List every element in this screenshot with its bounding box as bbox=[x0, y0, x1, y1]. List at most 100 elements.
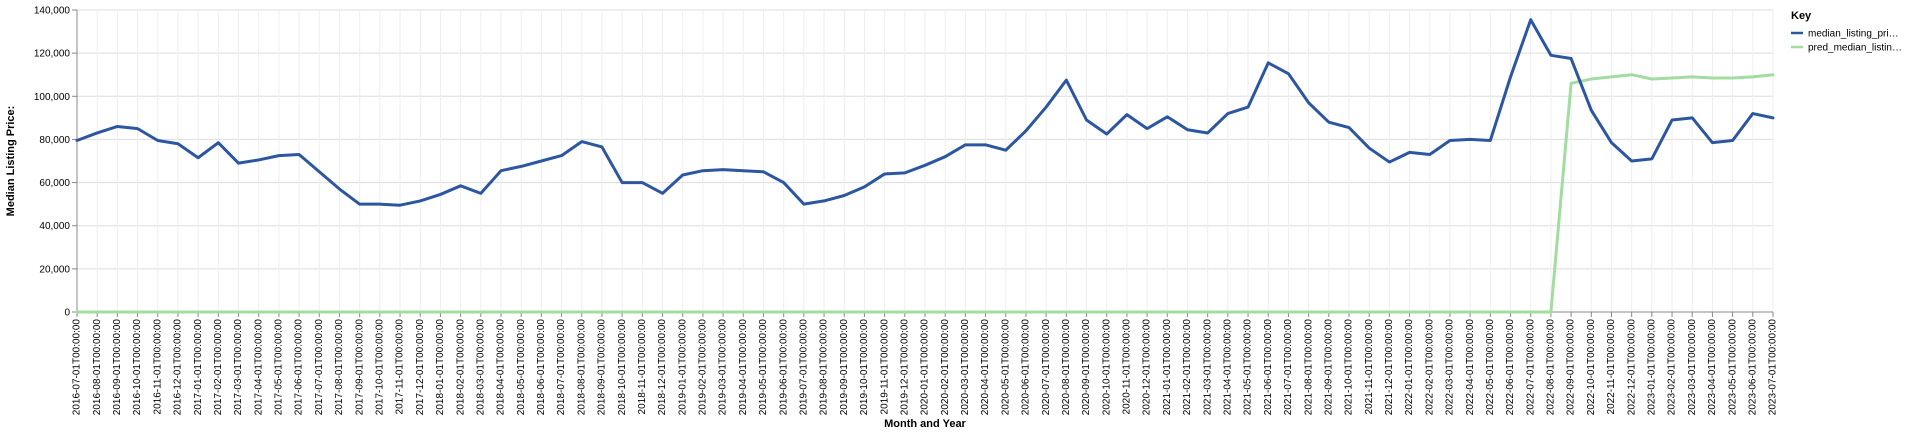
x-tick-label: 2017-11-01T00:00:00 bbox=[395, 319, 406, 415]
x-tick-label: 2022-03-01T00:00:00 bbox=[1445, 319, 1456, 416]
x-tick-label: 2018-11-01T00:00:00 bbox=[637, 319, 648, 415]
x-tick-label: 2017-04-01T00:00:00 bbox=[253, 319, 264, 416]
x-tick-label: 2016-09-01T00:00:00 bbox=[112, 319, 123, 416]
legend-title: Key bbox=[1791, 10, 1812, 22]
x-tick-label: 2023-03-01T00:00:00 bbox=[1687, 319, 1698, 416]
series-line bbox=[75, 73, 1775, 314]
x-tick-label: 2018-05-01T00:00:00 bbox=[516, 319, 527, 416]
x-tick-label: 2023-02-01T00:00:00 bbox=[1667, 319, 1678, 416]
x-tick-label: 2020-10-01T00:00:00 bbox=[1101, 319, 1112, 416]
x-tick-label: 2021-07-01T00:00:00 bbox=[1283, 319, 1294, 416]
x-tick-label: 2022-10-01T00:00:00 bbox=[1586, 319, 1597, 416]
x-tick-label: 2018-06-01T00:00:00 bbox=[536, 319, 547, 416]
x-tick-label: 2022-02-01T00:00:00 bbox=[1424, 319, 1435, 416]
x-tick-label: 2021-01-01T00:00:00 bbox=[1162, 319, 1173, 416]
x-tick-label: 2018-08-01T00:00:00 bbox=[576, 319, 587, 416]
x-tick-label: 2016-08-01T00:00:00 bbox=[92, 319, 103, 416]
x-tick-label: 2023-05-01T00:00:00 bbox=[1727, 319, 1738, 416]
y-tick-label: 80,000 bbox=[39, 135, 70, 146]
x-tick-label: 2021-02-01T00:00:00 bbox=[1182, 319, 1193, 416]
x-tick-label: 2022-04-01T00:00:00 bbox=[1465, 319, 1476, 416]
x-tick-label: 2020-07-01T00:00:00 bbox=[1041, 319, 1052, 416]
x-tick-label: 2020-08-01T00:00:00 bbox=[1061, 319, 1072, 416]
x-tick-label: 2019-03-01T00:00:00 bbox=[718, 319, 729, 416]
x-tick-label: 2020-02-01T00:00:00 bbox=[940, 319, 951, 416]
x-tick-label: 2019-11-01T00:00:00 bbox=[879, 319, 890, 415]
series-lines bbox=[75, 18, 1775, 314]
x-tick-label: 2021-08-01T00:00:00 bbox=[1303, 319, 1314, 416]
x-tick-label: 2021-09-01T00:00:00 bbox=[1323, 319, 1334, 416]
x-tick-label: 2016-10-01T00:00:00 bbox=[132, 319, 143, 416]
x-tick-label: 2016-12-01T00:00:00 bbox=[173, 319, 184, 416]
x-tick-label: 2018-12-01T00:00:00 bbox=[657, 319, 668, 416]
y-tick-label: 60,000 bbox=[39, 178, 70, 189]
y-axis-title: Median Listing Price: bbox=[5, 106, 17, 217]
x-tick-label: 2021-03-01T00:00:00 bbox=[1202, 319, 1213, 416]
legend-label: pred_median_listin… bbox=[1808, 43, 1902, 54]
x-tick-label: 2021-10-01T00:00:00 bbox=[1344, 319, 1355, 416]
x-tick-label: 2023-04-01T00:00:00 bbox=[1707, 319, 1718, 416]
x-tick-label: 2017-09-01T00:00:00 bbox=[354, 319, 365, 416]
x-tick-label: 2020-06-01T00:00:00 bbox=[1021, 319, 1032, 416]
x-axis-title: Month and Year bbox=[884, 418, 966, 430]
y-tick-label: 100,000 bbox=[34, 92, 71, 103]
y-tick-label: 120,000 bbox=[34, 49, 71, 60]
x-tick-label: 2017-01-01T00:00:00 bbox=[193, 319, 204, 416]
x-tick-label: 2016-07-01T00:00:00 bbox=[72, 319, 83, 416]
x-tick-label: 2017-08-01T00:00:00 bbox=[334, 319, 345, 416]
x-tick-label: 2019-01-01T00:00:00 bbox=[677, 319, 688, 416]
x-tick-label: 2019-10-01T00:00:00 bbox=[859, 319, 870, 416]
x-tick-label: 2018-10-01T00:00:00 bbox=[617, 319, 628, 416]
gridlines bbox=[76, 9, 1774, 313]
x-tick-label: 2022-05-01T00:00:00 bbox=[1485, 319, 1496, 416]
x-tick-label: 2020-03-01T00:00:00 bbox=[960, 319, 971, 416]
x-tick-label: 2020-01-01T00:00:00 bbox=[920, 319, 931, 416]
x-tick-label: 2022-06-01T00:00:00 bbox=[1505, 319, 1516, 416]
x-tick-label: 2019-08-01T00:00:00 bbox=[819, 319, 830, 416]
x-tick-label: 2020-05-01T00:00:00 bbox=[1000, 319, 1011, 416]
x-tick-label: 2022-11-01T00:00:00 bbox=[1606, 319, 1617, 415]
x-tick-label: 2020-04-01T00:00:00 bbox=[980, 319, 991, 416]
legend-label: median_listing_pri… bbox=[1808, 29, 1899, 40]
x-tick-label: 2023-06-01T00:00:00 bbox=[1747, 319, 1758, 416]
x-tick-label: 2019-06-01T00:00:00 bbox=[778, 319, 789, 416]
x-tick-label: 2019-02-01T00:00:00 bbox=[698, 319, 709, 416]
x-tick-label: 2022-07-01T00:00:00 bbox=[1525, 319, 1536, 416]
x-tick-label: 2023-07-01T00:00:00 bbox=[1768, 319, 1779, 416]
x-tick-label: 2019-04-01T00:00:00 bbox=[738, 319, 749, 416]
x-tick-label: 2019-07-01T00:00:00 bbox=[798, 319, 809, 416]
x-tick-label: 2017-07-01T00:00:00 bbox=[314, 319, 325, 416]
x-tick-label: 2021-04-01T00:00:00 bbox=[1222, 319, 1233, 416]
series-line bbox=[75, 18, 1775, 207]
x-tick-label: 2021-06-01T00:00:00 bbox=[1263, 319, 1274, 416]
x-tick-label: 2018-09-01T00:00:00 bbox=[597, 319, 608, 416]
x-tick-label: 2022-12-01T00:00:00 bbox=[1626, 319, 1637, 416]
x-tick-label: 2017-10-01T00:00:00 bbox=[374, 319, 385, 416]
legend: Key median_listing_pri… pred_median_listi… bbox=[1791, 10, 1902, 54]
x-tick-label: 2017-06-01T00:00:00 bbox=[294, 319, 305, 416]
x-axis-ticks: 2016-07-01T00:00:00 2016-08-01T00:00:00 20… bbox=[72, 312, 1779, 415]
x-tick-label: 2019-05-01T00:00:00 bbox=[758, 319, 769, 416]
x-tick-label: 2020-12-01T00:00:00 bbox=[1142, 319, 1153, 416]
x-tick-label: 2020-09-01T00:00:00 bbox=[1081, 319, 1092, 416]
x-tick-label: 2016-11-01T00:00:00 bbox=[152, 319, 163, 415]
x-tick-label: 2017-05-01T00:00:00 bbox=[274, 319, 285, 416]
x-tick-label: 2018-02-01T00:00:00 bbox=[455, 319, 466, 416]
x-tick-label: 2021-12-01T00:00:00 bbox=[1384, 319, 1395, 416]
x-tick-label: 2022-09-01T00:00:00 bbox=[1566, 319, 1577, 416]
x-tick-label: 2019-09-01T00:00:00 bbox=[839, 319, 850, 416]
x-tick-label: 2021-05-01T00:00:00 bbox=[1243, 319, 1254, 416]
x-tick-label: 2018-03-01T00:00:00 bbox=[475, 319, 486, 416]
x-tick-label: 2019-12-01T00:00:00 bbox=[899, 319, 910, 416]
x-tick-label: 2023-01-01T00:00:00 bbox=[1646, 319, 1657, 416]
y-tick-label: 0 bbox=[64, 308, 70, 319]
legend-items: median_listing_pri… pred_median_listin… bbox=[1791, 29, 1902, 54]
x-tick-label: 2018-07-01T00:00:00 bbox=[556, 319, 567, 416]
x-tick-label: 2022-01-01T00:00:00 bbox=[1404, 319, 1415, 416]
x-tick-label: 2018-04-01T00:00:00 bbox=[496, 319, 507, 416]
x-tick-label: 2021-11-01T00:00:00 bbox=[1364, 319, 1375, 415]
y-tick-label: 20,000 bbox=[39, 264, 70, 275]
x-tick-label: 2018-01-01T00:00:00 bbox=[435, 319, 446, 416]
y-tick-label: 40,000 bbox=[39, 221, 70, 232]
